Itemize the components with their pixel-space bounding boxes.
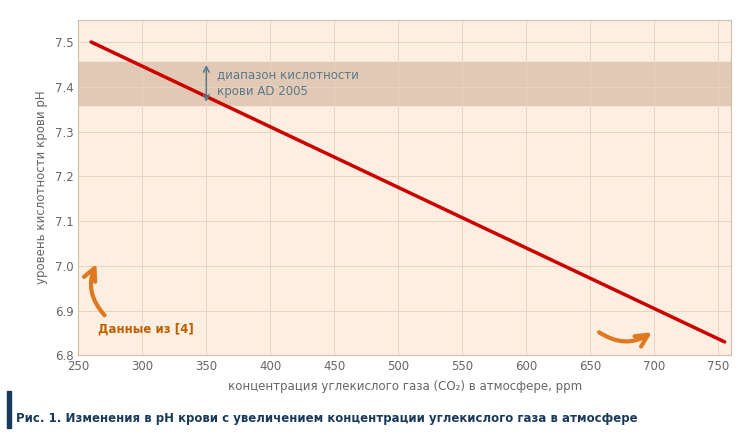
Text: Рис. 1. Изменения в pH крови с увеличением концентрации углекислого газа в атмос: Рис. 1. Изменения в pH крови с увеличени… <box>16 412 638 425</box>
X-axis label: концентрация углекислого газа (CO₂) в атмосфере, ppm: концентрация углекислого газа (CO₂) в ат… <box>228 380 582 393</box>
FancyArrowPatch shape <box>84 268 104 315</box>
Y-axis label: уровень кислотности крови pH: уровень кислотности крови pH <box>35 91 48 284</box>
FancyArrowPatch shape <box>599 332 648 347</box>
Text: диапазон кислотности
крови AD 2005: диапазон кислотности крови AD 2005 <box>216 68 358 98</box>
Text: Данные из [4]: Данные из [4] <box>98 322 193 335</box>
Bar <box>78 62 731 105</box>
